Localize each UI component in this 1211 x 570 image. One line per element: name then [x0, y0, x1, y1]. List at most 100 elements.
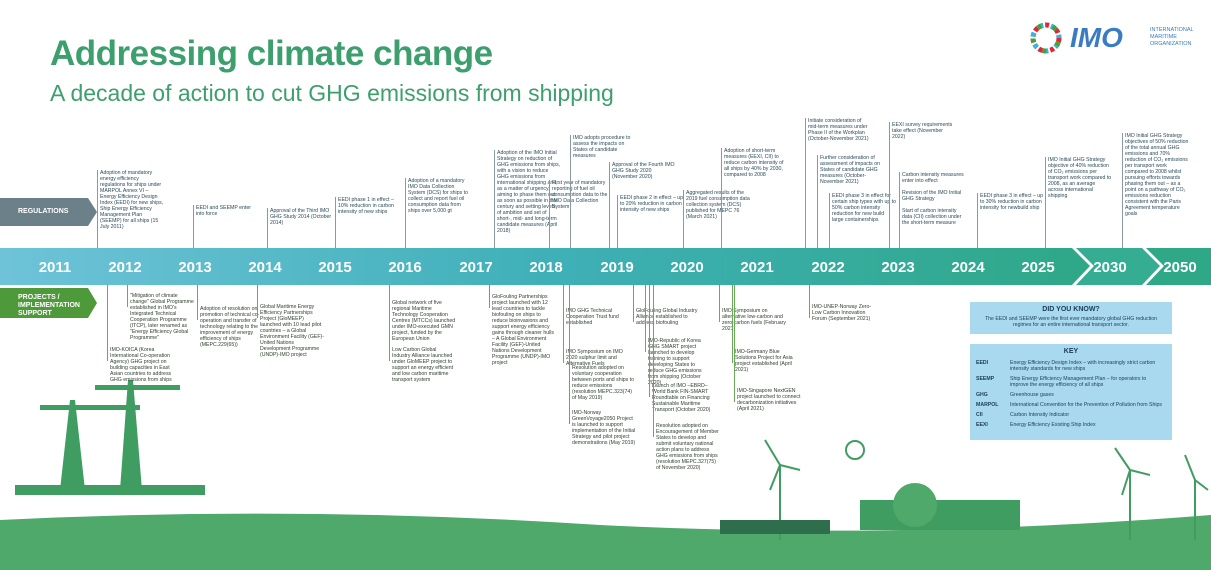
year-label: 2019 [600, 259, 633, 276]
year-label: 2016 [388, 259, 421, 276]
key-abbr: GHG [976, 392, 988, 398]
regulation-note: IMO adopts procedure to assess the impac… [573, 135, 631, 159]
regulation-note: First year of mandatory reporting of fue… [552, 180, 608, 210]
regulation-line [617, 195, 618, 248]
key-definition: Carbon Intensity Indicator [1010, 412, 1070, 418]
year-label: 2021 [740, 259, 773, 276]
project-note: IMO-Republic of Korea GHG SMART project … [648, 338, 702, 386]
regulation-note: Adoption of the IMO Initial Strategy on … [497, 150, 561, 234]
year-label: 2020 [670, 259, 703, 276]
regulation-note: Initiate consideration of mid-term measu… [808, 118, 869, 142]
project-note: IMO-Singapore NextGEN project launched t… [737, 388, 801, 412]
solar-panels [720, 520, 830, 534]
regulations-arrow [0, 198, 97, 226]
project-line [127, 285, 128, 307]
project-note: IMO-Norway GreenVoyage2050 Project is la… [572, 410, 636, 446]
key-abbr: EEDI [976, 360, 989, 366]
key-row: CII Carbon Intensity Indicator [970, 410, 1172, 420]
regulation-note: Aggregated results of the 2019 fuel cons… [686, 190, 750, 220]
project-note: IMO-KOICA (Korea International Co-operat… [110, 347, 172, 383]
project-note: Resolution adopted on voluntary cooperat… [572, 365, 635, 401]
project-note: IMO Symposium on alternative low-carbon … [722, 308, 787, 332]
sun [845, 440, 865, 460]
timeline-band [0, 248, 1090, 285]
project-line [569, 285, 570, 424]
year-label: 2018 [529, 259, 562, 276]
key: KEY EEDI Energy Efficiency Design Index –… [970, 344, 1172, 440]
regulation-note: Carbon intensity measures enter into eff… [902, 172, 964, 184]
regulation-line [683, 190, 684, 248]
regulations-label: REGULATIONS [18, 208, 69, 215]
key-abbr: MARPOL [976, 402, 999, 408]
sdg-wheel [1030, 22, 1062, 54]
regulation-note: EEDI phase 3 in effect for certain ship … [832, 193, 897, 223]
project-line [107, 285, 108, 361]
project-line [645, 285, 646, 352]
year-label: 2050 [1163, 259, 1196, 276]
regulation-note: Adoption of mandatory energy efficiency … [100, 170, 164, 230]
year-label: 2015 [318, 259, 351, 276]
regulation-note: Start of carbon intensity data (CII) col… [902, 208, 962, 226]
key-row: GHG Greenhouse gases [970, 390, 1172, 400]
regulation-note: IMO Initial GHG Strategy objective of 40… [1048, 157, 1112, 199]
year-label: 2011 [39, 259, 72, 276]
key-row: EEXI Energy Efficiency Existing Ship Inde… [970, 420, 1172, 430]
year-label: 2012 [108, 259, 141, 276]
project-line [732, 285, 733, 363]
regulation-line [570, 135, 571, 248]
regulation-line [97, 170, 98, 248]
project-note: Resolution adopted on Encouragement of M… [656, 423, 719, 471]
regulation-note: EEDI phase 1 in effect – 10% reduction i… [338, 197, 394, 215]
regulation-line [405, 178, 406, 248]
project-line [653, 285, 654, 437]
project-line [649, 285, 650, 397]
project-note: GloFouling Partnerships project launched… [492, 294, 555, 366]
key-row: EEDI Energy Efficiency Design Index – wit… [970, 358, 1172, 374]
project-line [734, 285, 735, 402]
ship [860, 500, 1020, 530]
key-definition: International Convention for the Prevent… [1010, 402, 1162, 408]
dock [15, 485, 205, 495]
key-definition: Energy Efficiency Existing Ship Index [1010, 422, 1096, 428]
key-title: KEY [1063, 348, 1079, 355]
project-note: IMO-Germany Blue Solutions Project for A… [735, 349, 793, 373]
logo-name: IMO [1070, 22, 1123, 53]
regulation-note: Adoption of short-term measures (EEXI, C… [724, 148, 784, 178]
did-you-know-text: The EEDI and SEEMP were the first ever m… [984, 316, 1158, 328]
crane [95, 380, 180, 490]
regulation-note: Approval of the Third IMO GHG Study 2014… [270, 208, 332, 226]
charge-icon [893, 483, 937, 527]
project-note: IMO-UNEP-Norway Zero-Low Carbon Innovati… [812, 304, 872, 322]
project-line [389, 285, 390, 361]
project-note: Low Carbon Global Industry Alliance laun… [392, 347, 454, 383]
regulation-line [1045, 157, 1046, 248]
regulation-line [977, 193, 978, 248]
ground [0, 513, 1211, 570]
regulation-line [193, 205, 194, 248]
projects-label: PROJECTS / IMPLEMENTATION SUPPORT [18, 294, 80, 317]
regulation-line [549, 180, 550, 248]
year-label: 2013 [178, 259, 211, 276]
project-note: Launch of IMO –EBRD– World Bank FIN-SMAR… [652, 383, 711, 413]
year-label: 2017 [459, 259, 492, 276]
regulation-line [335, 197, 336, 248]
subtitle: A decade of action to cut GHG emissions … [50, 80, 614, 106]
regulation-note: EEDI phase 2 in effect – up to 20% reduc… [620, 195, 684, 213]
year-label: 2024 [951, 259, 985, 276]
did-you-know-title: DID YOU KNOW? [1042, 306, 1100, 313]
regulation-note: Adoption of a mandatory IMO Data Collect… [408, 178, 468, 214]
project-note: IMO Symposium on IMO 2020 sulphur limit … [566, 349, 623, 367]
regulation-line [805, 118, 806, 248]
key-row: SEEMP Ship Energy Efficiency Management P… [970, 374, 1172, 390]
regulation-note: EEXI survey requirements take effect (No… [892, 122, 953, 140]
regulation-note: Approval of the Fourth IMO GHG Study 202… [612, 162, 675, 180]
regulation-line [817, 155, 818, 248]
key-abbr: EEXI [976, 422, 988, 428]
regulation-line [899, 208, 900, 248]
regulation-note: Revision of the IMO Initial GHG Strategy [902, 190, 962, 202]
chevron-2050 [1146, 248, 1211, 285]
project-note: Adoption of resolution on promotion of t… [200, 306, 260, 348]
regulation-line [609, 162, 610, 248]
